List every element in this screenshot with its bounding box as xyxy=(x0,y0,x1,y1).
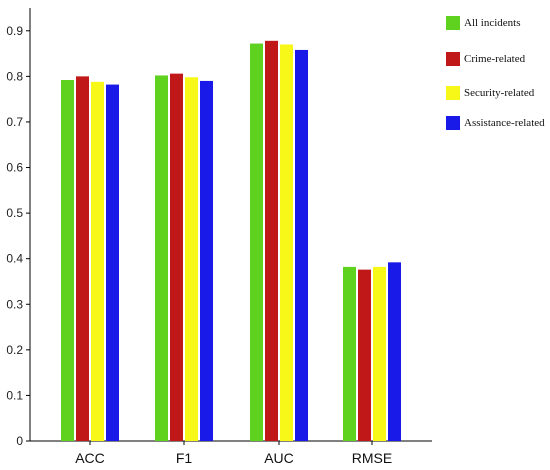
x-category-label: ACC xyxy=(75,450,105,466)
x-category-label: F1 xyxy=(176,450,193,466)
x-axis-labels: ACC F1 AUC RMSE xyxy=(75,441,392,466)
y-tick-label: 0.9 xyxy=(6,24,23,38)
legend-swatch-all-incidents xyxy=(446,16,460,30)
bar-rmse-crime-related xyxy=(358,269,371,441)
legend-swatch-security-related xyxy=(446,86,460,100)
bar-acc-assistance-related xyxy=(106,84,119,441)
y-tick-label: 0.6 xyxy=(6,161,23,175)
legend-label-assistance-related: Assistance-related xyxy=(464,117,545,129)
x-category-label: RMSE xyxy=(352,450,392,466)
chart-bars xyxy=(61,40,401,442)
legend-label-security-related: Security-related xyxy=(464,87,535,99)
y-tick-label: 0.1 xyxy=(6,388,23,402)
bar-auc-assistance-related xyxy=(295,49,308,442)
legend-label-crime-related: Crime-related xyxy=(464,53,526,65)
chart-axes xyxy=(29,8,432,442)
legend-label-all-incidents: All incidents xyxy=(464,17,521,29)
y-tick-label: 0.5 xyxy=(6,206,23,220)
bar-auc-security-related xyxy=(280,44,293,441)
legend-item-security-related: Security-related xyxy=(446,86,534,100)
y-axis-ticks: 0 0.1 0.2 0.3 0.4 0.5 0.6 0.7 0.8 0.9 xyxy=(6,24,30,448)
bar-rmse-security-related xyxy=(373,266,386,441)
bar-f1-crime-related xyxy=(170,73,183,442)
y-tick-label: 0.7 xyxy=(6,115,23,129)
bar-rmse-all-incidents xyxy=(343,266,356,441)
bar-rmse-assistance-related xyxy=(388,262,401,441)
bar-acc-security-related xyxy=(91,81,104,442)
legend-swatch-crime-related xyxy=(446,52,460,66)
bar-f1-security-related xyxy=(185,77,198,441)
legend-item-assistance-related: Assistance-related xyxy=(446,116,545,130)
y-tick-label: 0.3 xyxy=(6,297,23,311)
legend-item-crime-related: Crime-related xyxy=(446,52,525,66)
x-category-label: AUC xyxy=(264,450,294,466)
bar-auc-crime-related xyxy=(265,40,278,442)
legend-swatch-assistance-related xyxy=(446,116,460,130)
y-tick-label: 0.4 xyxy=(6,252,23,266)
bar-auc-all-incidents xyxy=(250,43,263,442)
y-tick-label: 0.2 xyxy=(6,343,23,357)
bar-f1-all-incidents xyxy=(155,75,168,441)
bar-f1-assistance-related xyxy=(200,80,213,441)
y-tick-label: 0 xyxy=(16,434,23,448)
bar-acc-all-incidents xyxy=(61,80,74,441)
legend-item-all-incidents: All incidents xyxy=(446,16,521,30)
y-tick-label: 0.8 xyxy=(6,69,23,83)
bar-acc-crime-related xyxy=(76,76,89,442)
